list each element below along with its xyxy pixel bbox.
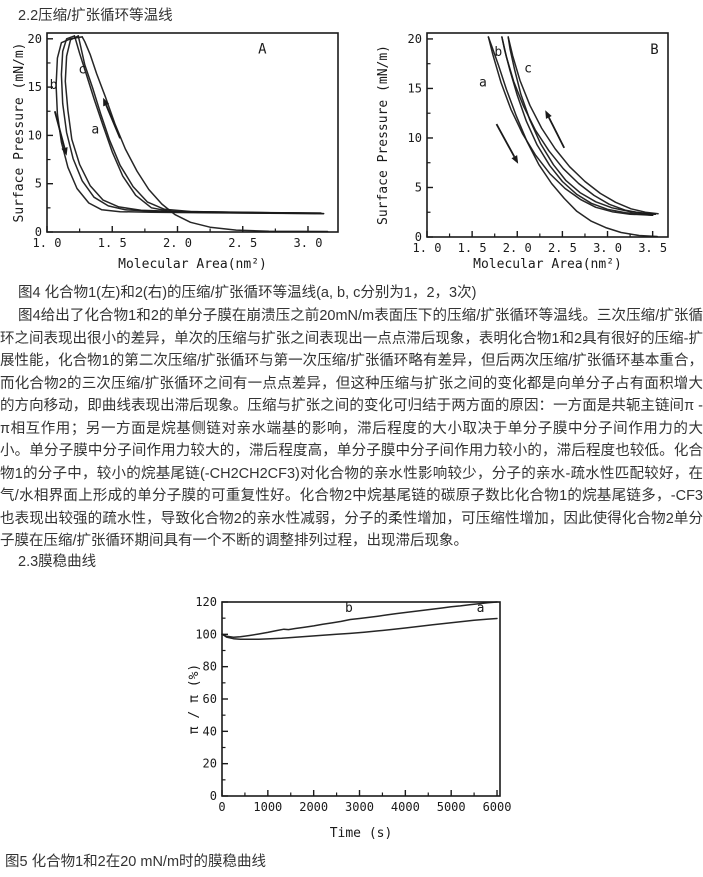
svg-text:Surface Pressure (mN/m): Surface Pressure (mN/m) <box>376 45 391 225</box>
svg-text:15: 15 <box>408 81 422 95</box>
svg-text:Time (s): Time (s) <box>330 826 393 841</box>
svg-text:1. 0: 1. 0 <box>413 241 442 255</box>
svg-text:20: 20 <box>203 757 217 771</box>
svg-text:40: 40 <box>203 724 217 738</box>
svg-text:2. 5: 2. 5 <box>228 236 257 250</box>
svg-text:5000: 5000 <box>437 800 466 814</box>
curve-cycle2-expansion <box>60 35 322 214</box>
svg-text:b: b <box>494 45 502 60</box>
svg-text:Molecular Area(nm²): Molecular Area(nm²) <box>118 257 267 272</box>
curve-cycle3-expansion <box>64 35 317 215</box>
svg-text:0: 0 <box>35 225 42 239</box>
section-heading-2-2: 2.2压缩/扩张循环等温线 <box>18 8 173 24</box>
svg-text:0: 0 <box>218 800 225 814</box>
svg-text:3. 5: 3. 5 <box>638 241 667 255</box>
svg-text:60: 60 <box>203 692 217 706</box>
svg-text:c: c <box>78 63 86 78</box>
svg-text:1. 0: 1. 0 <box>33 236 62 250</box>
svg-text:120: 120 <box>195 596 217 609</box>
svg-text:3. 0: 3. 0 <box>294 236 323 250</box>
curve-cycle1-compression <box>81 36 329 233</box>
svg-text:1. 5: 1. 5 <box>458 241 487 255</box>
svg-text:A: A <box>258 41 267 57</box>
svg-text:2. 0: 2. 0 <box>163 236 192 250</box>
svg-text:Surface Pressure (mN/m): Surface Pressure (mN/m) <box>12 42 27 222</box>
svg-text:0: 0 <box>210 789 217 803</box>
svg-text:2. 5: 2. 5 <box>548 241 577 255</box>
svg-text:a: a <box>479 75 487 90</box>
figure4-chart-a: 1. 0 1. 5 2. 0 2. 5 3. 0 0 5 10 15 20 Molecular Ar… <box>10 27 344 277</box>
body-paragraph: 图4给出了化合物1和2的单分子膜在崩溃压之前20mN/m表面压下的压缩/扩张循环… <box>0 308 703 549</box>
figure4-caption: 图4 化合物1(左)和2(右)的压缩/扩张循环等温线(a, b, c分别为1，2… <box>18 285 477 301</box>
svg-text:0: 0 <box>415 230 422 244</box>
svg-text:π / π (%): π / π (%) <box>187 664 202 734</box>
svg-text:B: B <box>650 42 658 58</box>
svg-text:a: a <box>91 122 99 137</box>
svg-text:3. 0: 3. 0 <box>593 241 622 255</box>
figure5-caption: 图5 化合物1和2在20 mN/m时的膜稳曲线 <box>5 854 267 870</box>
svg-text:5: 5 <box>415 180 422 194</box>
curve-cycle3-expansion <box>507 36 659 215</box>
figure5-chart: 0 1000 2000 3000 4000 5000 6000 0 20 40 60 80 100 120… <box>185 595 515 846</box>
svg-text:3000: 3000 <box>345 800 374 814</box>
svg-text:2. 0: 2. 0 <box>503 241 532 255</box>
svg-text:b: b <box>50 78 58 93</box>
svg-text:15: 15 <box>28 80 42 94</box>
svg-text:6000: 6000 <box>483 800 512 814</box>
svg-text:2000: 2000 <box>299 800 328 814</box>
curve-compound1-a <box>221 617 498 641</box>
svg-text:c: c <box>524 62 532 77</box>
curve-compound2-b <box>221 601 498 638</box>
figure4-chart-b: 1. 0 1. 5 2. 0 2. 5 3. 0 3. 5 0 5 10 15 20 Molecula… <box>374 27 703 277</box>
fig4-A-svg: 1. 0 1. 5 2. 0 2. 5 3. 0 0 5 10 15 20 Molecular Ar… <box>12 32 339 272</box>
svg-text:10: 10 <box>28 128 42 142</box>
curve-cycle1-compression <box>487 36 658 238</box>
fig5-svg: 0 1000 2000 3000 4000 5000 6000 0 20 40 60 80 100 120… <box>187 595 512 841</box>
svg-text:Molecular Area(nm²): Molecular Area(nm²) <box>473 257 622 272</box>
section-heading-2-3: 2.3膜稳曲线 <box>18 554 97 570</box>
svg-text:5: 5 <box>35 177 42 191</box>
svg-text:100: 100 <box>195 627 217 641</box>
svg-text:a: a <box>477 601 485 616</box>
curve-cycle2-compression <box>73 35 325 215</box>
svg-text:80: 80 <box>203 660 217 674</box>
svg-text:1000: 1000 <box>253 800 282 814</box>
curve-cycle3-compression <box>507 36 657 215</box>
svg-text:1. 5: 1. 5 <box>98 236 127 250</box>
svg-text:b: b <box>345 601 353 616</box>
fig4-B-svg: 1. 0 1. 5 2. 0 2. 5 3. 0 3. 5 0 5 10 15 20 Molecula… <box>376 32 669 272</box>
svg-text:20: 20 <box>28 32 42 46</box>
svg-text:20: 20 <box>408 32 422 46</box>
svg-text:4000: 4000 <box>391 800 420 814</box>
svg-text:10: 10 <box>408 131 422 145</box>
curve-cycle1-expansion <box>487 36 654 216</box>
